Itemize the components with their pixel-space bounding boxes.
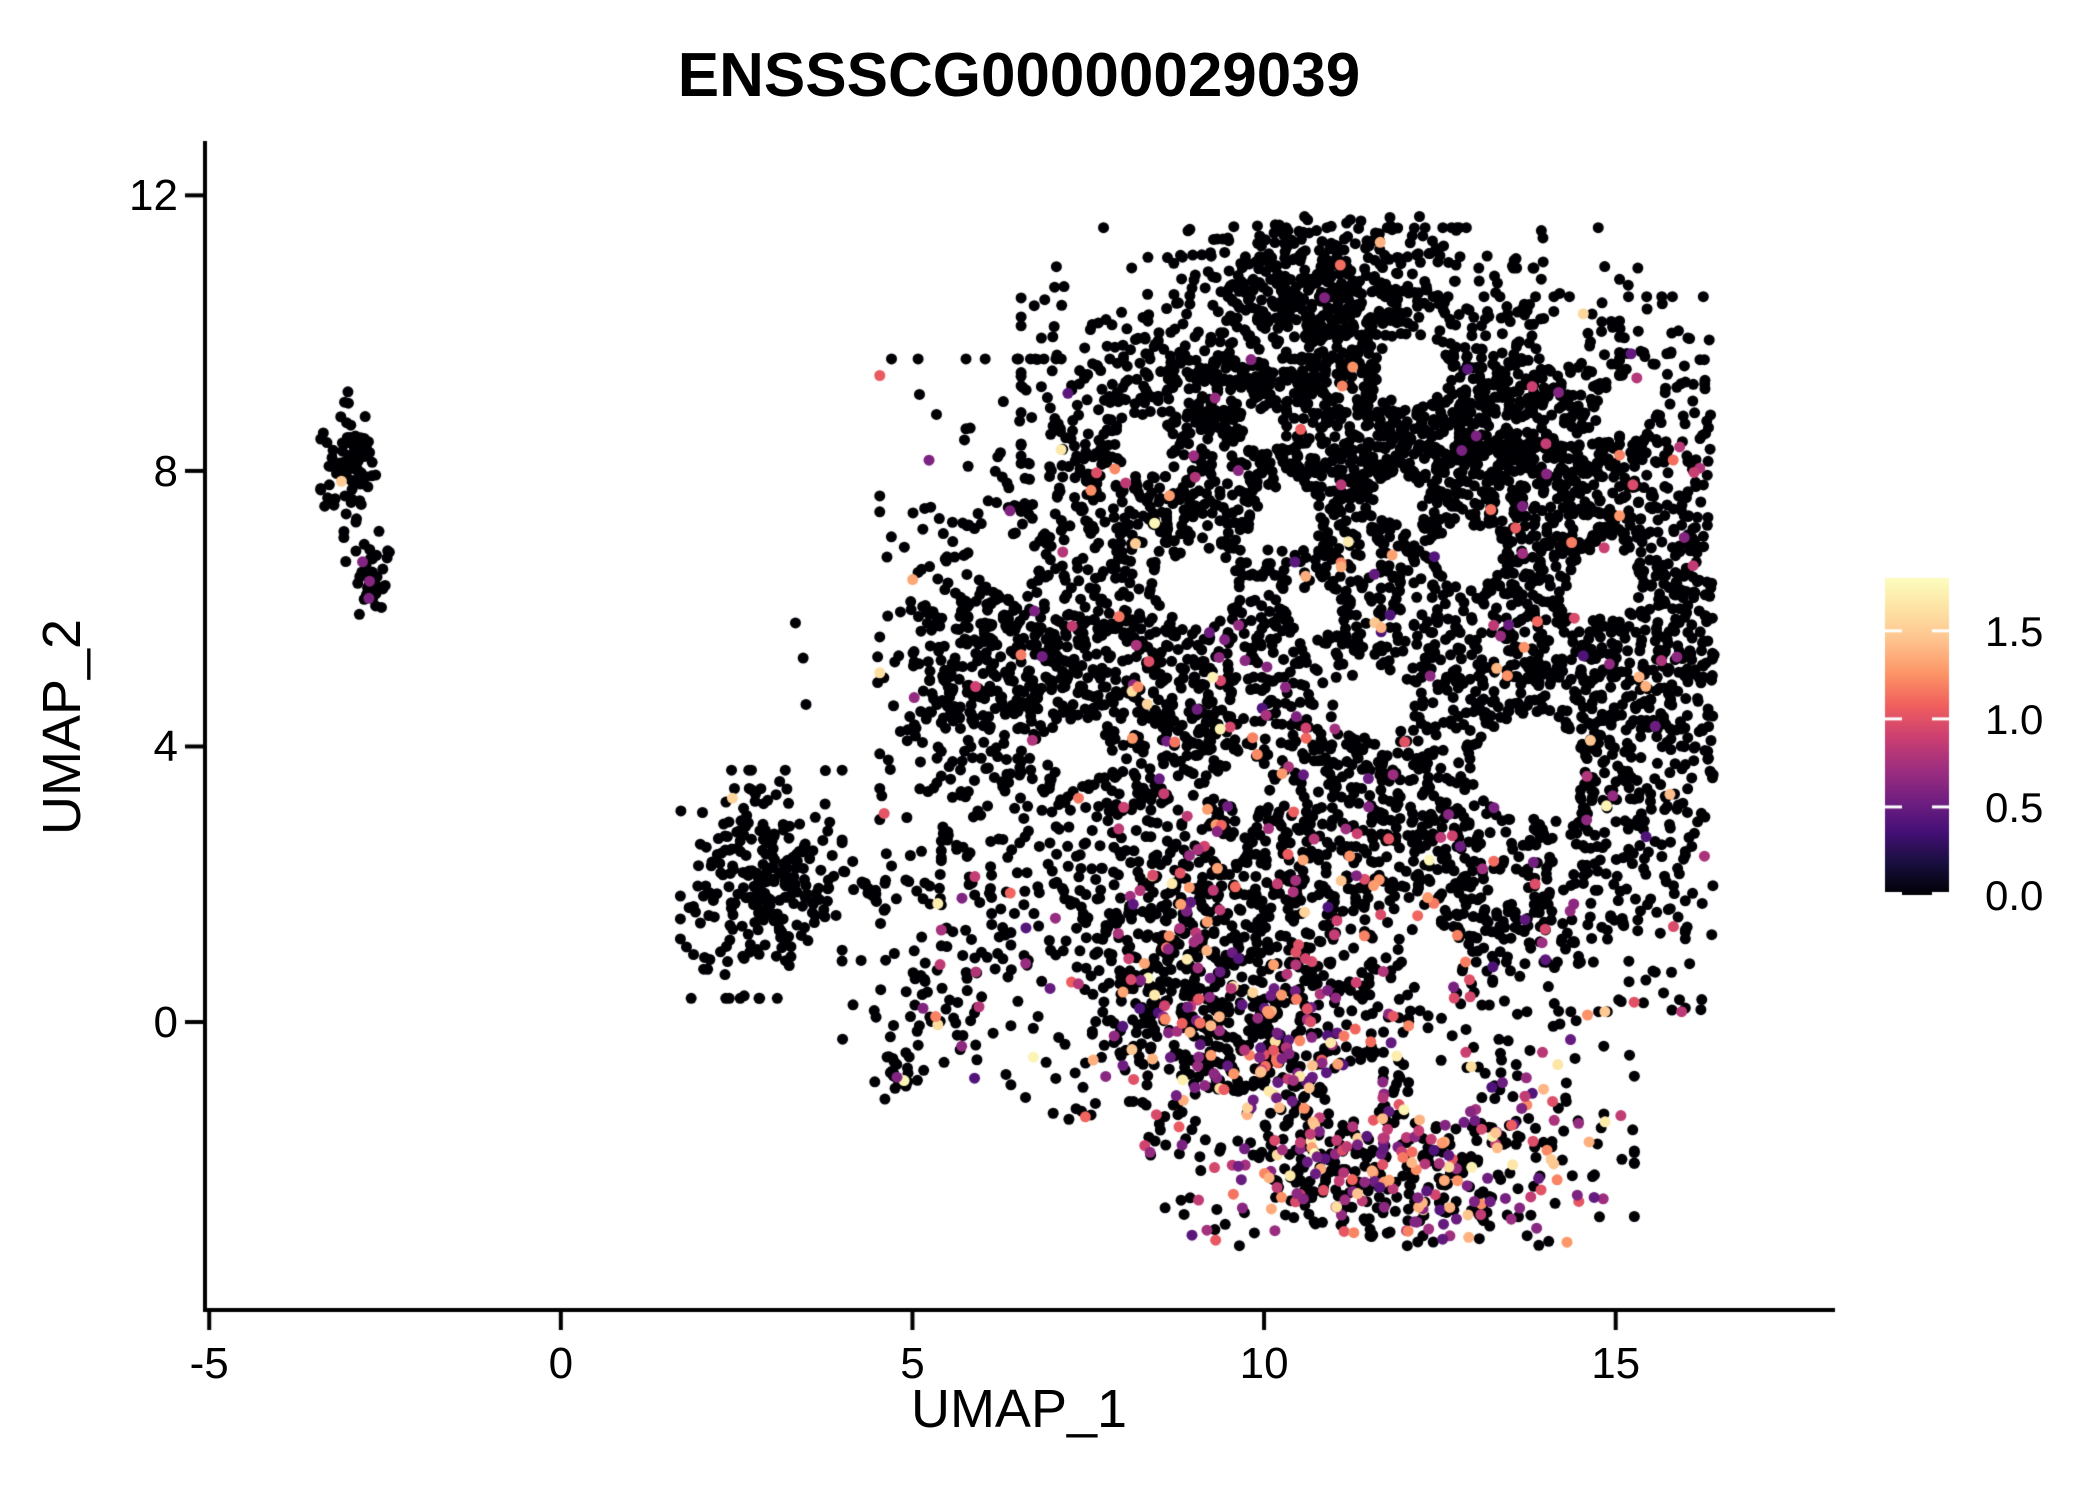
x-tick-label: 0	[548, 1339, 574, 1388]
x-tick-label: -5	[189, 1339, 229, 1388]
colorbar-tick-label: 0.0	[1985, 872, 2044, 919]
x-tick-label: 10	[1239, 1339, 1289, 1388]
y-tick-label: 4	[153, 722, 178, 772]
x-tick-label: 15	[1591, 1339, 1641, 1388]
plot-title: ENSSSCG00000029039	[677, 41, 1361, 110]
y-tick-label: 0	[153, 998, 178, 1048]
colorbar-tick-label: 0.5	[1985, 783, 2044, 831]
x-tick-label: 5	[900, 1339, 925, 1388]
y-tick-label: 12	[129, 171, 178, 221]
colorbar-tick-label: 1.5	[1985, 607, 2044, 655]
x-axis-title: UMAP_1	[910, 1379, 1128, 1439]
colorbar-tick-label: 1.0	[1985, 695, 2044, 743]
y-tick-label: 8	[153, 446, 178, 496]
